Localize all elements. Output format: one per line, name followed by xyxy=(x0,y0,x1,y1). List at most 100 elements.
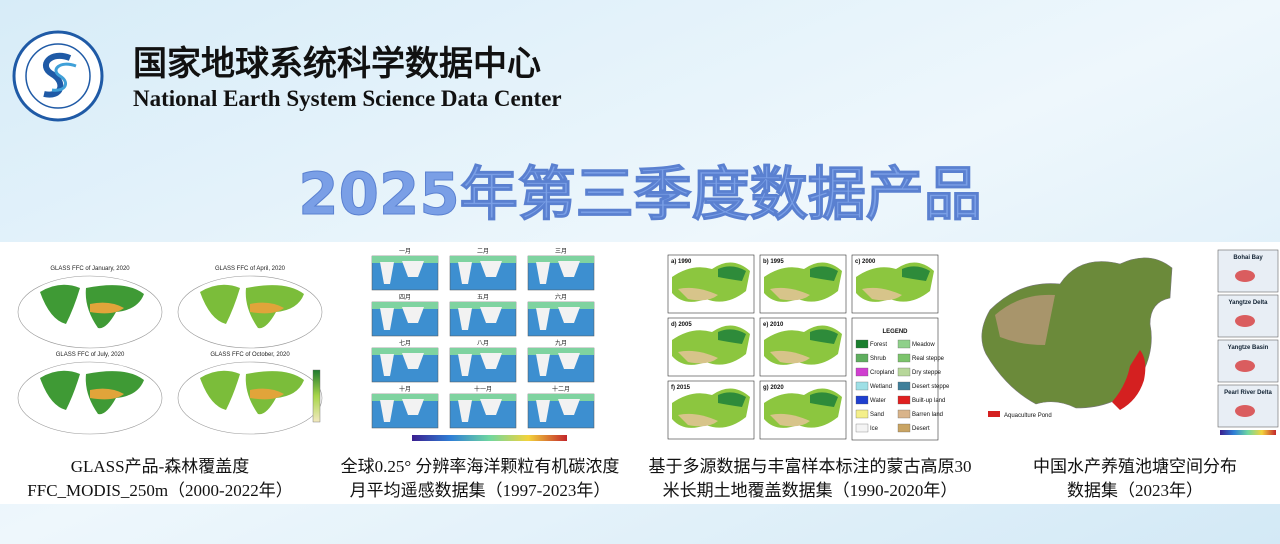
legend-item: Desert xyxy=(912,426,930,432)
map-title: GLASS FFC of October, 2020 xyxy=(210,352,290,358)
desert-area xyxy=(678,413,718,427)
legend-item: Real steppe xyxy=(912,356,945,362)
inset-label: Pearl River Delta xyxy=(1224,390,1272,396)
desert xyxy=(90,302,124,314)
continents xyxy=(458,307,502,330)
legend-swatch xyxy=(855,381,869,391)
inset-label: Bohai Bay xyxy=(1233,255,1263,261)
desert-area xyxy=(862,287,902,301)
legend-swatch xyxy=(897,423,911,433)
poc-colorbar xyxy=(412,435,567,441)
continents xyxy=(458,353,502,376)
hotspot xyxy=(1235,315,1255,327)
desert-area xyxy=(678,350,718,364)
product-caption: 月平均遥感数据集（1997-2023年） xyxy=(350,481,611,500)
continents xyxy=(458,399,502,422)
ocean-high xyxy=(528,256,594,263)
product-caption: 中国水产养殖池塘空间分布 xyxy=(1033,457,1237,476)
legend-swatch xyxy=(855,423,869,433)
legend-item: Wetland xyxy=(870,384,892,390)
legend-item: Dry steppe xyxy=(912,370,942,376)
continents xyxy=(536,353,580,376)
legend-box xyxy=(851,317,939,441)
month-label: 一月 xyxy=(399,248,411,255)
product-caption: 米长期土地覆盖数据集（1990-2020年） xyxy=(663,481,958,500)
continents xyxy=(380,353,424,376)
month-label: 十二月 xyxy=(552,385,570,393)
month-label: 四月 xyxy=(399,294,411,301)
map-title: GLASS FFC of July, 2020 xyxy=(56,352,125,358)
continents xyxy=(380,261,424,284)
month-label: 七月 xyxy=(399,339,411,347)
month-label: 五月 xyxy=(477,294,489,301)
legend-item: Cropland xyxy=(870,370,894,376)
forest-area xyxy=(718,266,746,281)
colorbar xyxy=(312,369,321,423)
panel-label: a) 1990 xyxy=(671,259,692,265)
panel-label: f) 2015 xyxy=(671,385,691,391)
hotspot xyxy=(1235,405,1255,417)
legend: LEGEND Forest Meadow Shrub Real steppe Cropla… xyxy=(851,317,950,441)
ocean-high xyxy=(528,348,594,355)
ocean-high xyxy=(372,394,438,401)
forest-area xyxy=(810,329,838,344)
forest-area xyxy=(718,392,746,407)
legend-swatch xyxy=(988,411,1000,417)
desert xyxy=(90,388,124,400)
legend-item: Sand xyxy=(870,412,884,418)
month-label: 二月 xyxy=(477,248,489,255)
product-caption: 全球0.25° 分辨率海洋颗粒有机碳浓度 xyxy=(341,457,620,476)
logo-s2 xyxy=(51,62,77,92)
forest-area xyxy=(718,329,746,344)
legend-swatch xyxy=(897,353,911,363)
desert-area xyxy=(770,287,810,301)
legend-swatch xyxy=(855,353,869,363)
legend-swatch xyxy=(855,339,869,349)
month-label: 六月 xyxy=(555,293,567,301)
panel-label: g) 2020 xyxy=(763,385,784,391)
continents xyxy=(380,307,424,330)
inset-label: Yangtze Basin xyxy=(1228,345,1269,351)
legend-swatch xyxy=(897,367,911,377)
panel-label: b) 1995 xyxy=(763,259,784,265)
ocean-high xyxy=(372,302,438,309)
china-map xyxy=(981,257,1173,409)
legend-item: Desert steppe xyxy=(912,384,950,390)
ocean-high xyxy=(528,302,594,309)
ocean-high xyxy=(450,348,516,355)
ocean-high xyxy=(450,302,516,309)
desert-area xyxy=(678,287,718,301)
legend-item: Built-up land xyxy=(912,398,945,404)
month-label: 十一月 xyxy=(474,385,492,393)
continents xyxy=(536,307,580,330)
month-label: 三月 xyxy=(555,248,567,255)
desert-area xyxy=(770,413,810,427)
panel-label: c) 2000 xyxy=(855,259,876,265)
logo-s xyxy=(43,53,72,98)
hotspot xyxy=(1235,270,1255,282)
legend-item: Forest xyxy=(870,342,887,348)
forest-area xyxy=(902,266,930,281)
desert xyxy=(250,302,284,314)
legend-swatch xyxy=(897,381,911,391)
legend-swatch xyxy=(855,395,869,405)
legend-swatch xyxy=(897,339,911,349)
legend-item: Shrub xyxy=(870,356,887,362)
products: GLASS产品-森林覆盖度 FFC_MODIS_250m（2000-2022年） 全… xyxy=(17,248,1279,500)
product-caption: GLASS产品-森林覆盖度 xyxy=(71,457,250,476)
heat-colorbar xyxy=(1220,430,1276,435)
desert xyxy=(250,388,284,400)
panel-label: d) 2005 xyxy=(671,322,692,328)
product-caption: 数据集（2023年） xyxy=(1067,481,1203,500)
legend-swatch xyxy=(855,367,869,377)
logo-inner-ring xyxy=(25,43,91,109)
ocean-high xyxy=(528,394,594,401)
ocean-high xyxy=(450,256,516,263)
legend-swatch xyxy=(855,409,869,419)
ocean-high xyxy=(372,256,438,263)
month-label: 十月 xyxy=(399,385,411,393)
product-caption: 基于多源数据与丰富样本标注的蒙古高原30 xyxy=(649,457,972,476)
